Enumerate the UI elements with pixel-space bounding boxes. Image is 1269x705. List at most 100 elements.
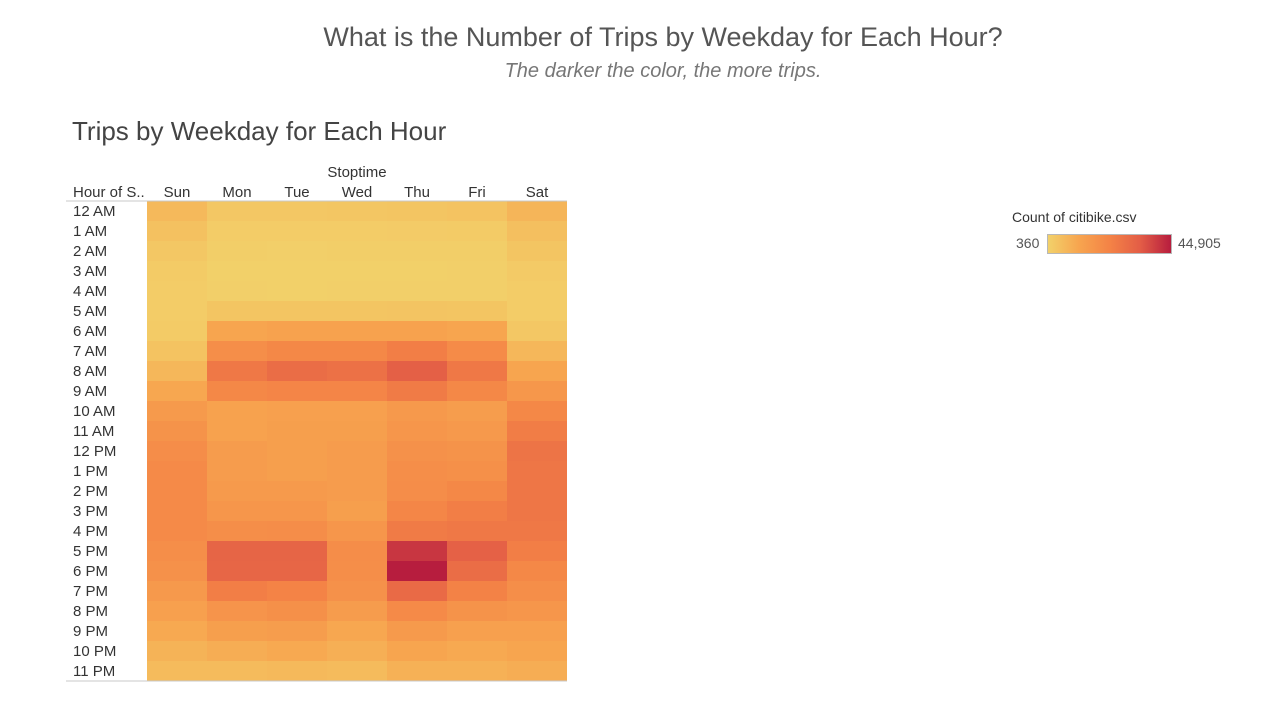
heatmap-cell-wed-7-am[interactable] <box>327 341 387 361</box>
heatmap-cell-thu-10-am[interactable] <box>387 401 447 421</box>
row-label-4-pm[interactable]: 4 PM <box>73 523 108 540</box>
heatmap-cell-sat-3-pm[interactable] <box>507 501 567 521</box>
heatmap-cell-sun-8-am[interactable] <box>147 361 207 381</box>
heatmap-cell-tue-10-am[interactable] <box>267 401 327 421</box>
heatmap-cell-fri-11-am[interactable] <box>447 421 507 441</box>
heatmap-cell-thu-4-am[interactable] <box>387 281 447 301</box>
heatmap-cell-sat-12-am[interactable] <box>507 201 567 221</box>
row-label-4-am[interactable]: 4 AM <box>73 283 107 300</box>
heatmap-cell-thu-5-am[interactable] <box>387 301 447 321</box>
heatmap-cell-wed-3-pm[interactable] <box>327 501 387 521</box>
row-label-7-pm[interactable]: 7 PM <box>73 583 108 600</box>
heatmap-cell-tue-1-am[interactable] <box>267 221 327 241</box>
heatmap-cell-sun-11-pm[interactable] <box>147 661 207 681</box>
row-label-12-am[interactable]: 12 AM <box>73 203 116 220</box>
heatmap-cell-mon-11-am[interactable] <box>207 421 267 441</box>
heatmap-cell-sun-7-pm[interactable] <box>147 581 207 601</box>
heatmap-cell-thu-2-am[interactable] <box>387 241 447 261</box>
heatmap-cell-sat-2-pm[interactable] <box>507 481 567 501</box>
heatmap-cell-sun-9-pm[interactable] <box>147 621 207 641</box>
heatmap-cell-thu-10-pm[interactable] <box>387 641 447 661</box>
heatmap-cell-fri-8-am[interactable] <box>447 361 507 381</box>
heatmap-cell-tue-9-pm[interactable] <box>267 621 327 641</box>
heatmap-cell-sun-4-am[interactable] <box>147 281 207 301</box>
heatmap-cell-wed-4-am[interactable] <box>327 281 387 301</box>
heatmap-cell-mon-7-pm[interactable] <box>207 581 267 601</box>
heatmap-cell-sun-3-pm[interactable] <box>147 501 207 521</box>
heatmap-cell-thu-12-am[interactable] <box>387 201 447 221</box>
heatmap-cell-tue-6-pm[interactable] <box>267 561 327 581</box>
heatmap-cell-sun-2-am[interactable] <box>147 241 207 261</box>
heatmap-cell-tue-11-am[interactable] <box>267 421 327 441</box>
heatmap-cell-sun-8-pm[interactable] <box>147 601 207 621</box>
heatmap-cell-fri-5-pm[interactable] <box>447 541 507 561</box>
heatmap-cell-thu-7-pm[interactable] <box>387 581 447 601</box>
heatmap-cell-wed-8-am[interactable] <box>327 361 387 381</box>
row-label-1-am[interactable]: 1 AM <box>73 223 107 240</box>
heatmap-cell-fri-6-am[interactable] <box>447 321 507 341</box>
heatmap-cell-sun-10-am[interactable] <box>147 401 207 421</box>
heatmap-cell-tue-3-pm[interactable] <box>267 501 327 521</box>
heatmap-cell-sun-10-pm[interactable] <box>147 641 207 661</box>
heatmap-cell-wed-5-am[interactable] <box>327 301 387 321</box>
heatmap-cell-sat-5-am[interactable] <box>507 301 567 321</box>
row-label-11-am[interactable]: 11 AM <box>73 423 114 440</box>
heatmap-cell-tue-12-am[interactable] <box>267 201 327 221</box>
row-label-10-am[interactable]: 10 AM <box>73 403 116 420</box>
heatmap-cell-thu-3-pm[interactable] <box>387 501 447 521</box>
heatmap-cell-sun-1-pm[interactable] <box>147 461 207 481</box>
heatmap-cell-mon-12-am[interactable] <box>207 201 267 221</box>
heatmap-cell-sat-7-am[interactable] <box>507 341 567 361</box>
heatmap-cell-sat-2-am[interactable] <box>507 241 567 261</box>
heatmap-cell-fri-12-am[interactable] <box>447 201 507 221</box>
heatmap-cell-wed-4-pm[interactable] <box>327 521 387 541</box>
row-label-1-pm[interactable]: 1 PM <box>73 463 108 480</box>
heatmap-cell-thu-4-pm[interactable] <box>387 521 447 541</box>
heatmap-cell-mon-10-am[interactable] <box>207 401 267 421</box>
heatmap-cell-mon-3-pm[interactable] <box>207 501 267 521</box>
heatmap-cell-sat-11-am[interactable] <box>507 421 567 441</box>
heatmap-cell-fri-4-pm[interactable] <box>447 521 507 541</box>
heatmap-cell-fri-2-am[interactable] <box>447 241 507 261</box>
heatmap-cell-wed-1-pm[interactable] <box>327 461 387 481</box>
heatmap-cell-sun-12-am[interactable] <box>147 201 207 221</box>
heatmap-cell-fri-11-pm[interactable] <box>447 661 507 681</box>
row-label-9-am[interactable]: 9 AM <box>73 383 107 400</box>
heatmap-cell-sun-5-pm[interactable] <box>147 541 207 561</box>
heatmap-cell-wed-7-pm[interactable] <box>327 581 387 601</box>
heatmap-cell-mon-8-pm[interactable] <box>207 601 267 621</box>
heatmap-cell-fri-2-pm[interactable] <box>447 481 507 501</box>
heatmap-cell-sat-4-am[interactable] <box>507 281 567 301</box>
heatmap-cell-fri-10-am[interactable] <box>447 401 507 421</box>
heatmap-cell-fri-3-pm[interactable] <box>447 501 507 521</box>
heatmap-cell-fri-4-am[interactable] <box>447 281 507 301</box>
heatmap-cell-wed-12-pm[interactable] <box>327 441 387 461</box>
heatmap-cell-fri-3-am[interactable] <box>447 261 507 281</box>
heatmap-cell-sat-4-pm[interactable] <box>507 521 567 541</box>
heatmap-cell-wed-10-am[interactable] <box>327 401 387 421</box>
row-label-5-am[interactable]: 5 AM <box>73 303 107 320</box>
heatmap-cell-tue-4-am[interactable] <box>267 281 327 301</box>
row-label-12-pm[interactable]: 12 PM <box>73 443 116 460</box>
heatmap-cell-tue-8-am[interactable] <box>267 361 327 381</box>
heatmap-cell-fri-1-am[interactable] <box>447 221 507 241</box>
heatmap-cell-tue-10-pm[interactable] <box>267 641 327 661</box>
heatmap-cell-wed-8-pm[interactable] <box>327 601 387 621</box>
heatmap-cell-thu-6-am[interactable] <box>387 321 447 341</box>
heatmap-cell-fri-10-pm[interactable] <box>447 641 507 661</box>
column-label-thu[interactable]: Thu <box>404 184 430 201</box>
heatmap-cell-fri-7-pm[interactable] <box>447 581 507 601</box>
row-label-3-am[interactable]: 3 AM <box>73 263 107 280</box>
heatmap-cell-sat-8-pm[interactable] <box>507 601 567 621</box>
heatmap-cell-mon-6-pm[interactable] <box>207 561 267 581</box>
heatmap-cell-mon-3-am[interactable] <box>207 261 267 281</box>
heatmap-cell-mon-9-pm[interactable] <box>207 621 267 641</box>
row-label-11-pm[interactable]: 11 PM <box>73 663 115 680</box>
heatmap-cell-wed-3-am[interactable] <box>327 261 387 281</box>
heatmap-cell-sun-9-am[interactable] <box>147 381 207 401</box>
heatmap-cell-sat-5-pm[interactable] <box>507 541 567 561</box>
row-label-2-pm[interactable]: 2 PM <box>73 483 108 500</box>
heatmap-cell-sat-8-am[interactable] <box>507 361 567 381</box>
heatmap-cell-wed-9-pm[interactable] <box>327 621 387 641</box>
